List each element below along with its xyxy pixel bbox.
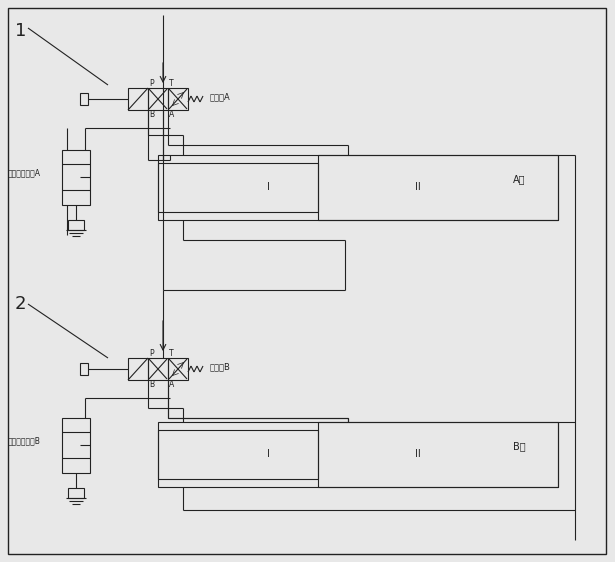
Bar (68, 220, 84, 230)
Text: P: P (149, 79, 154, 88)
Bar (168, 358, 188, 380)
Text: A: A (169, 110, 174, 119)
Bar (318, 155, 558, 220)
Bar (128, 358, 148, 380)
Text: II: II (415, 182, 421, 192)
Bar (68, 488, 84, 498)
Bar (62, 418, 90, 473)
Text: I: I (266, 182, 269, 192)
Bar (158, 155, 558, 220)
Bar (148, 358, 168, 380)
Text: 齿柄连杆机构A: 齿柄连杆机构A (8, 169, 41, 178)
Bar (80, 363, 88, 375)
Bar (62, 150, 90, 205)
Text: 换向阀B: 换向阀B (210, 362, 231, 371)
Text: A: A (169, 380, 174, 389)
Text: B缸: B缸 (513, 441, 526, 451)
Bar (80, 93, 88, 105)
Bar (318, 422, 558, 487)
Text: 1: 1 (15, 22, 26, 40)
Bar (168, 88, 188, 110)
Bar (158, 163, 318, 212)
Bar (158, 422, 558, 487)
Text: 2: 2 (15, 295, 26, 313)
Text: A缸: A缸 (513, 174, 525, 184)
Text: P: P (149, 349, 154, 358)
Text: T: T (169, 349, 173, 358)
Text: 换向阀A: 换向阀A (210, 93, 231, 102)
Text: 齿柄连杆机构B: 齿柄连杆机构B (8, 437, 41, 446)
Text: B: B (149, 110, 154, 119)
Text: B: B (149, 380, 154, 389)
Text: I: I (266, 449, 269, 459)
Bar (128, 88, 148, 110)
Text: II: II (415, 449, 421, 459)
Text: T: T (169, 79, 173, 88)
Bar (148, 88, 168, 110)
Bar (158, 430, 318, 479)
